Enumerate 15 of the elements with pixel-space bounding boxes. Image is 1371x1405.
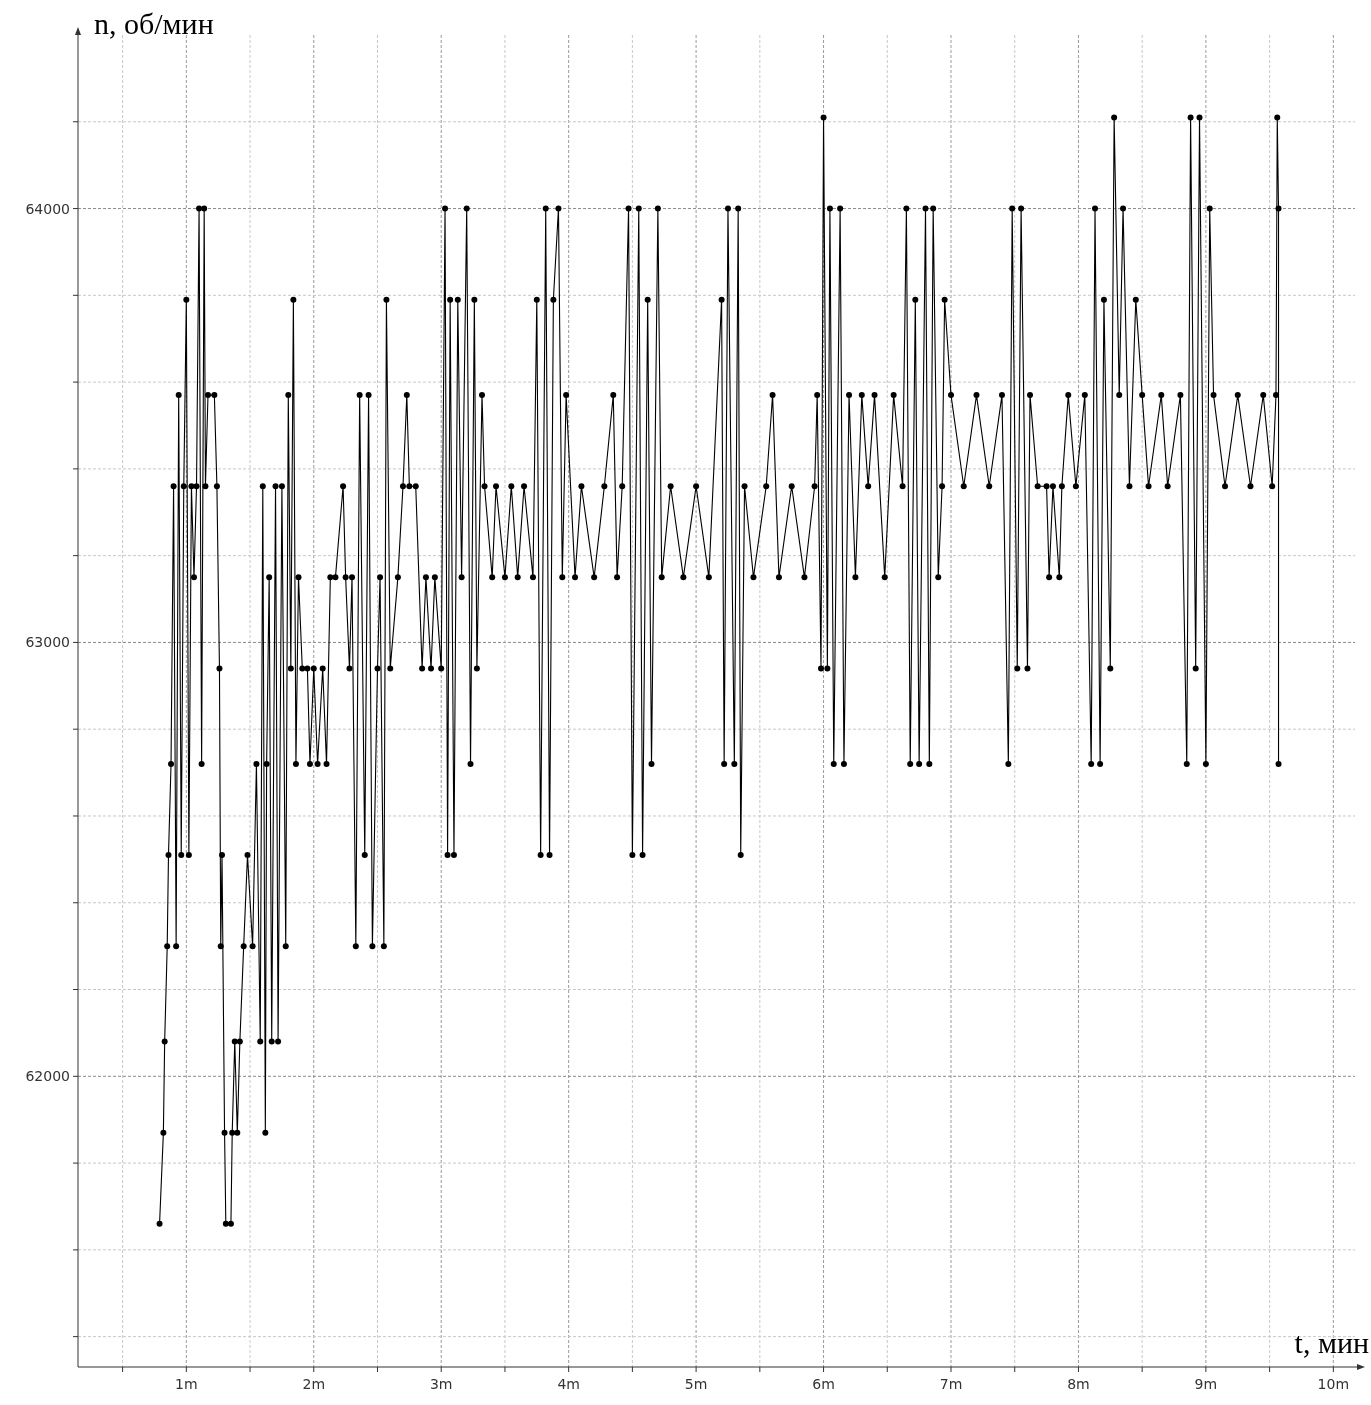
x-tick-label: 1m: [175, 1376, 198, 1392]
y-tick-label: 63000: [25, 634, 70, 651]
x-tick-label: 9m: [1194, 1376, 1218, 1392]
x-tick-label: 4m: [557, 1376, 580, 1392]
x-axis-title: t, мин: [1294, 1326, 1369, 1359]
x-tick-label: 3m: [429, 1376, 453, 1392]
x-tick-label: 10m: [1317, 1376, 1350, 1392]
y-tick-label: 62000: [25, 1068, 70, 1085]
x-tick-label: 7m: [939, 1376, 963, 1392]
y-tick-label: 64000: [25, 200, 70, 217]
y-axis-title: n, об/мин: [94, 7, 214, 40]
x-tick-label: 5m: [684, 1376, 708, 1392]
x-tick-label: 8m: [1067, 1376, 1090, 1392]
x-tick-label: 6m: [812, 1376, 835, 1392]
x-tick-label: 2m: [302, 1376, 326, 1392]
